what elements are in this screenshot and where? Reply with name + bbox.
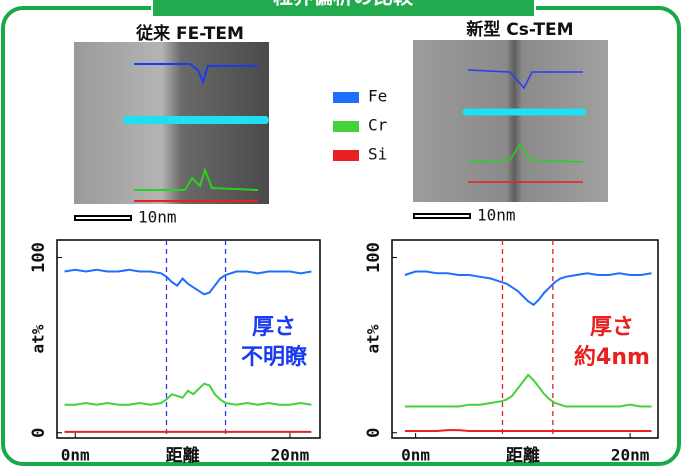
legend-swatch: [333, 92, 359, 103]
plot-frame: [391, 239, 659, 439]
annotation: 不明瞭: [241, 345, 308, 370]
y-tick-label: 100: [29, 242, 49, 273]
x-tick-label: 0nm: [61, 446, 90, 465]
plot-frame: [56, 239, 321, 439]
panel-title: 従来 FE-TEM: [135, 23, 244, 44]
legend-label: Cr: [368, 116, 388, 135]
legend-label: Si: [368, 145, 387, 164]
x-tick-label: 20nm: [271, 446, 310, 465]
y-axis-label: at%: [29, 324, 48, 353]
profile-trace: [467, 142, 584, 163]
scale-label: 10nm: [477, 206, 516, 225]
panel-title: 新型 Cs-TEM: [466, 19, 573, 40]
profile-trace: [134, 63, 258, 85]
x-axis-label: 距離: [166, 445, 200, 466]
y-tick-label: 0: [364, 428, 384, 438]
annotation: 厚さ: [590, 315, 634, 340]
y-tick-label: 0: [29, 428, 49, 438]
annotation: 厚さ: [252, 315, 296, 340]
x-tick-label: 0nm: [401, 446, 430, 465]
profile-trace: [467, 69, 583, 90]
scale-label: 10nm: [138, 208, 177, 227]
header-title: 粒界偏析の比較: [273, 0, 414, 9]
profile-line: [64, 382, 312, 406]
x-tick-label: 20nm: [611, 446, 650, 465]
legend-swatch: [333, 150, 359, 161]
header-box: [151, 0, 536, 18]
profile-trace: [134, 166, 259, 191]
legend-label: Fe: [368, 87, 387, 106]
profile-line: [404, 270, 652, 307]
annotation: 約4nm: [574, 344, 650, 370]
legend-swatch: [333, 121, 359, 132]
micrograph: [413, 40, 608, 202]
x-axis-label: 距離: [506, 445, 540, 466]
y-axis-label: at%: [364, 324, 383, 353]
profile-line: [404, 429, 652, 432]
profile-line: [404, 373, 652, 408]
y-tick-label: 100: [364, 242, 384, 273]
profile-line: [64, 268, 312, 296]
